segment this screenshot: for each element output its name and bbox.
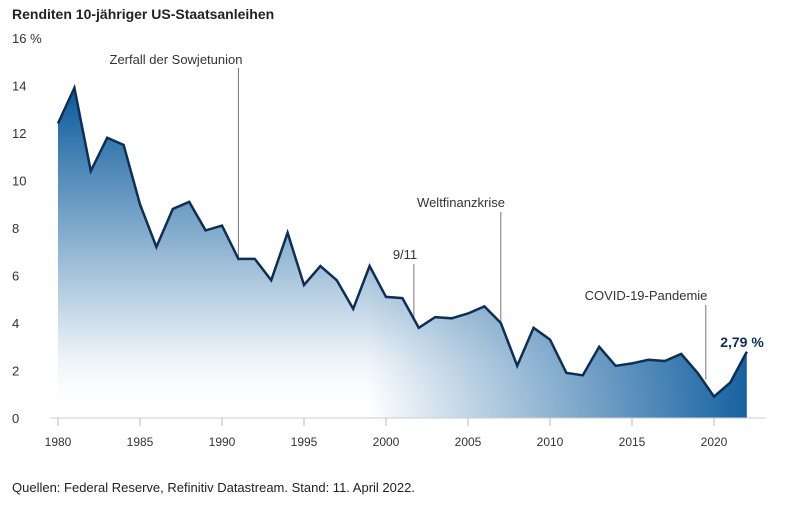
x-tick-label: 2005	[455, 435, 482, 449]
annotation-label: COVID-19-Pandemie	[585, 288, 708, 303]
y-tick-label: 8	[12, 221, 19, 236]
area-fill-shade	[58, 87, 747, 419]
y-tick-label: 4	[12, 316, 19, 331]
x-tick-label: 1990	[209, 435, 236, 449]
y-tick-label: 16 %	[12, 31, 42, 46]
annotation-label: 9/11	[393, 247, 417, 262]
x-tick-label: 2020	[701, 435, 728, 449]
x-tick-label: 2000	[373, 435, 400, 449]
y-tick-label: 6	[12, 269, 19, 284]
annotation-label: Weltfinanzkrise	[417, 195, 505, 210]
y-tick-label: 2	[12, 364, 19, 379]
chart-title: Renditen 10-jähriger US-Staatsanleihen	[12, 6, 275, 22]
y-tick-label: 14	[12, 79, 26, 94]
x-tick-label: 1980	[45, 435, 72, 449]
source-note: Quellen: Federal Reserve, Refinitiv Data…	[12, 480, 415, 495]
y-tick-label: 0	[12, 411, 19, 426]
x-tick-label: 2010	[537, 435, 564, 449]
annotation-label: Zerfall der Sowjetunion	[110, 52, 243, 67]
end-value-label: 2,79 %	[720, 334, 764, 350]
x-tick-label: 2015	[619, 435, 646, 449]
x-tick-label: 1995	[291, 435, 318, 449]
y-tick-label: 12	[12, 126, 26, 141]
x-tick-label: 1985	[127, 435, 154, 449]
y-tick-label: 10	[12, 174, 26, 189]
